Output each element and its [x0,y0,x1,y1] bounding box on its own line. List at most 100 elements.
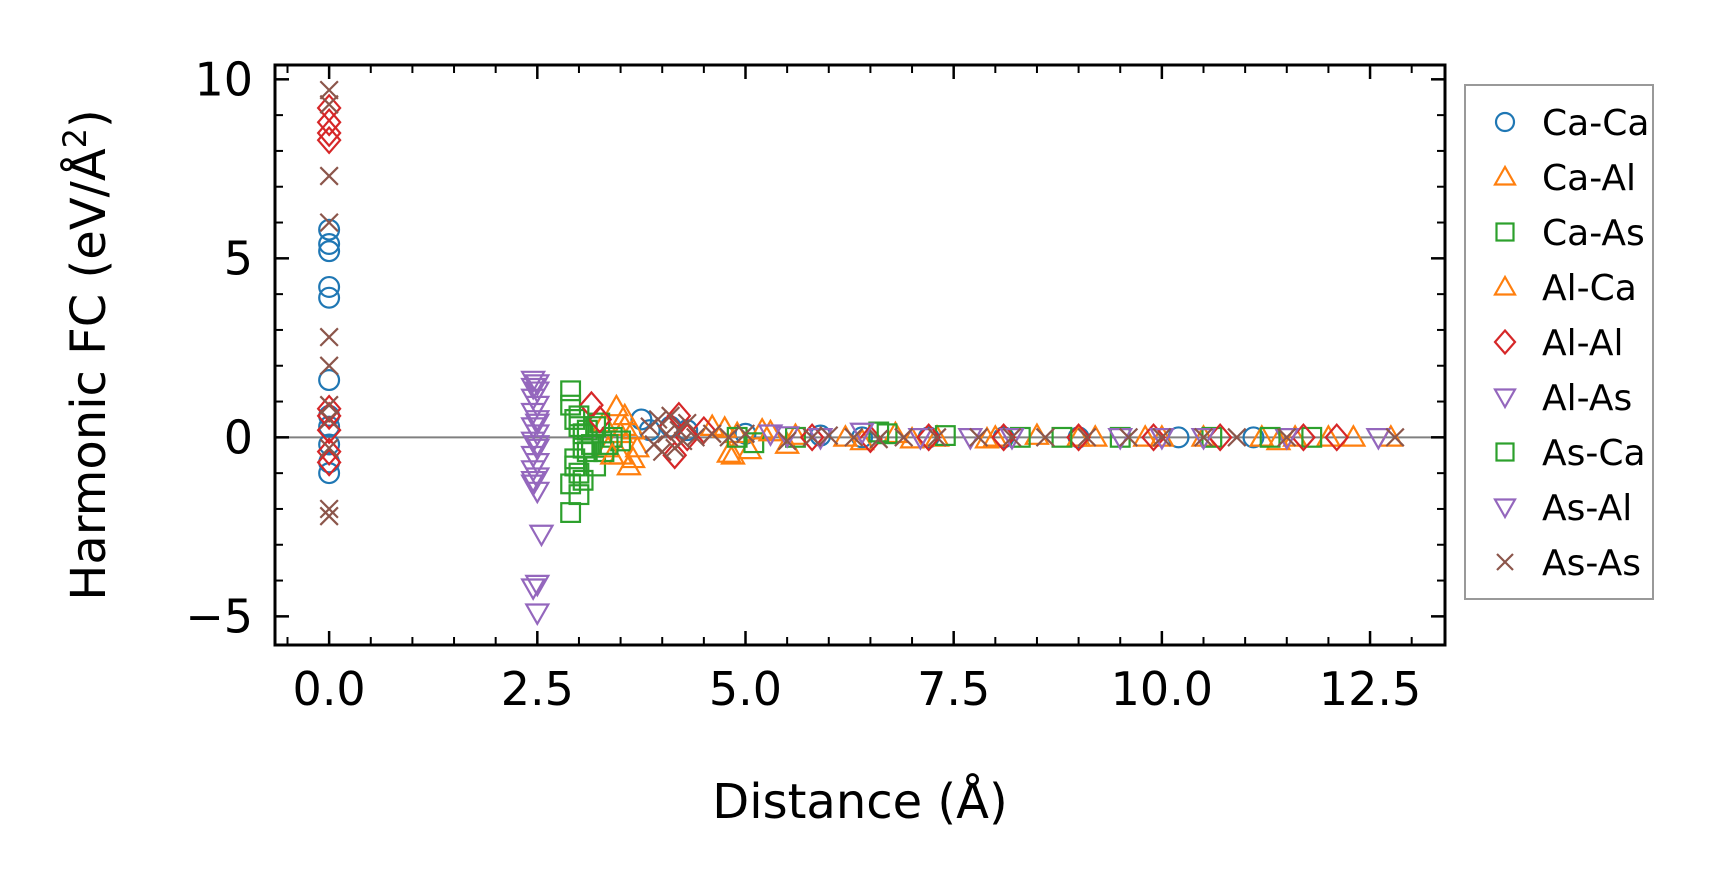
data-point-as-as [844,427,864,447]
data-point-as-as [319,212,339,233]
data-point-al-as [524,574,551,598]
data-point-as-as [702,424,722,444]
data-point-as-as [777,431,797,451]
data-point-ca-al [603,393,630,417]
data-point-ca-as [568,462,590,484]
data-point-as-al [520,470,547,494]
data-point-as-as [319,327,339,347]
data-point-ca-as [560,502,582,523]
data-point-as-al [524,603,551,626]
data-point-as-as [660,406,681,426]
data-point-al-al [316,125,342,155]
data-point-as-as [319,438,339,458]
data-point-al-ca [1148,424,1175,447]
data-point-al-al [316,107,342,137]
data-point-as-as [1193,427,1214,447]
data-point-al-as [757,424,784,447]
data-point-as-as [319,356,339,376]
data-point-ca-al [1315,424,1342,447]
data-point-al-al [666,401,692,431]
data-point-as-as [648,409,668,430]
legend-label: Al-As [1542,378,1632,419]
data-point-ca-al [715,440,742,463]
legend-marker-as-ca [1495,442,1515,462]
data-point-as-al [1148,427,1175,451]
data-point-as-as [1385,427,1405,447]
y-tick-label: 10 [194,52,253,106]
legend-label: As-Al [1542,488,1632,529]
legend-marker-al-as [1493,388,1517,410]
data-point-ca-as [1301,426,1323,448]
data-point-as-as [1277,427,1297,447]
data-point-al-as [524,374,551,397]
data-point-as-ca [876,423,898,445]
data-point-al-al [991,423,1017,452]
data-point-as-ca [576,441,598,463]
data-point-ca-as [610,430,632,452]
data-point-as-as [319,409,339,430]
data-point-as-as [719,427,739,447]
data-point-as-as [1227,427,1247,447]
data-point-as-as [735,424,756,444]
legend-marker-al-ca [1493,274,1517,296]
data-point-al-ca [720,442,746,465]
data-point-ca-al [1132,424,1159,447]
data-point-as-as [652,442,672,462]
x-tick-label: 5.0 [709,662,782,716]
legend-label: Ca-Ca [1542,103,1649,144]
legend-label: As-As [1542,543,1641,584]
data-point-as-as [319,166,339,186]
data-point-as-al [524,435,551,458]
data-point-al-ca [757,418,784,442]
legend-label: Al-Ca [1542,268,1637,309]
data-point-al-al [316,448,342,477]
data-point-al-as [1365,427,1392,451]
data-point-as-as [319,395,339,415]
legend-marker-as-al [1493,498,1517,520]
data-point-as-as [673,431,693,451]
legend-marker-as-as [1496,553,1514,571]
data-point-as-al [524,413,551,437]
data-point-ca-as [568,484,590,506]
data-point-al-as [1190,427,1217,451]
x-tick-label: 2.5 [501,662,574,716]
data-point-as-as [656,424,676,444]
y-tick-label: 0 [224,410,253,464]
legend-label: Al-Al [1542,323,1623,364]
data-point-al-ca [982,424,1009,447]
data-point-as-as [894,427,914,447]
data-point-al-as [907,427,934,451]
x-tick-label: 0.0 [293,662,366,716]
data-point-al-al [587,405,613,434]
data-point-ca-ca [318,218,341,241]
data-point-al-al [799,423,825,452]
data-point-as-ca [585,416,607,438]
data-point-as-as [819,425,839,446]
legend-label: As-Ca [1542,433,1646,474]
data-point-ca-ca [318,240,341,263]
data-point-al-al [662,440,688,470]
data-point-ca-ca [318,233,341,256]
data-point-al-as [520,370,547,394]
y-axis-title-text: Harmonic FC (eV/Å [60,148,117,601]
data-point-al-al [316,118,342,148]
data-point-as-as [319,94,339,114]
data-point-as-as [1035,427,1055,447]
data-point-al-al [316,394,342,424]
data-point-ca-as [560,380,582,402]
x-tick-label: 7.5 [917,662,990,716]
data-point-as-as [802,427,822,447]
y-tick-label: −5 [185,589,253,643]
legend-label: Ca-Al [1542,158,1636,199]
data-point-as-as [1152,427,1172,447]
x-tick-label: 10.0 [1111,662,1213,716]
legend: Ca-Ca Ca-Al Ca-As Al-Ca Al-Al Al-As As-Ca As-Al… [1464,84,1654,600]
data-point-ca-ca [318,433,341,456]
data-point-as-ca [568,405,590,427]
data-point-al-as [1273,427,1300,451]
data-point-al-al [1141,423,1166,452]
legend-marker-ca-al [1493,164,1517,186]
data-point-as-as [677,413,697,433]
data-point-as-ca [597,434,619,455]
